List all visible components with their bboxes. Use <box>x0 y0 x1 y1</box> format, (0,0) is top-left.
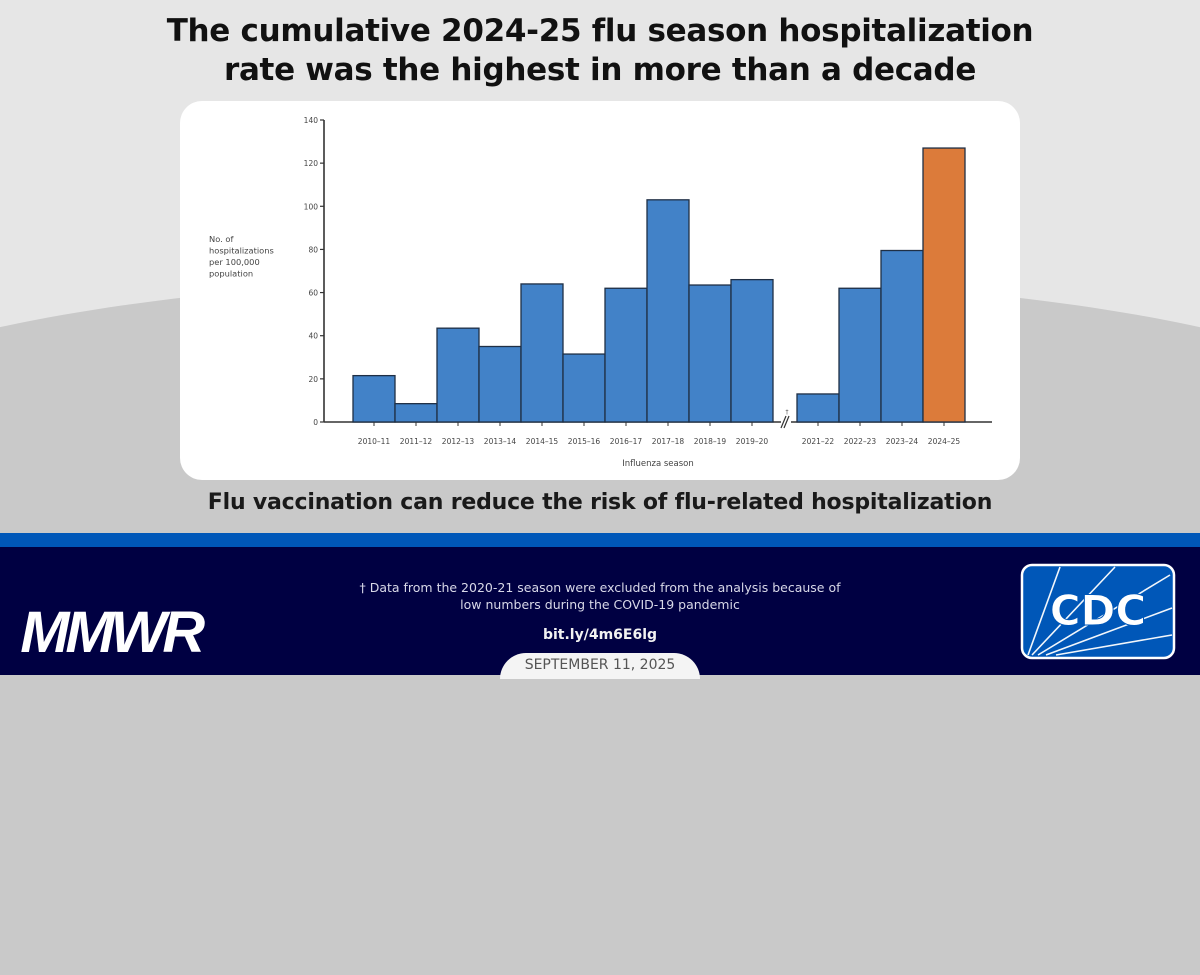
bar <box>730 278 774 423</box>
y-axis-label: hospitalizations <box>209 246 274 256</box>
bar <box>796 393 840 423</box>
y-axis-label: No. of <box>209 234 234 244</box>
footnote-line-2: low numbers during the COVID-19 pandemic <box>460 597 740 612</box>
bar <box>922 147 966 423</box>
footer: MMWR † Data from the 2020-21 season were… <box>0 547 1200 679</box>
bar <box>520 283 564 423</box>
y-tick-label: 80 <box>308 245 318 254</box>
x-tick-label: 2012–13 <box>442 437 475 446</box>
cdc-logo-text: CDC <box>1050 586 1147 635</box>
date-badge: SEPTEMBER 11, 2025 <box>500 653 700 679</box>
bar <box>352 374 396 423</box>
axis-break-note: † <box>786 409 789 416</box>
y-tick-label: 40 <box>308 332 318 341</box>
chart-panel: 0 20 40 60 80 100 120 140 No. of hospitalizations… <box>180 101 1020 480</box>
axis-break-icon <box>783 415 790 429</box>
x-tick-label: 2021–22 <box>802 437 835 446</box>
y-tick-label: 140 <box>304 116 319 125</box>
x-tick-label: 2015–16 <box>568 437 601 446</box>
x-tick-label: 2017–18 <box>652 437 685 446</box>
x-tick-label: 2016–17 <box>610 437 643 446</box>
x-tick-label: 2011–12 <box>400 437 433 446</box>
title-line-2: rate was the highest in more than a deca… <box>223 52 977 88</box>
x-tick-label: 2010–11 <box>358 437 391 446</box>
y-axis-label: population <box>209 269 253 279</box>
x-axis-label: Influenza season <box>622 459 694 469</box>
bar <box>604 287 648 423</box>
bar <box>562 353 606 423</box>
blue-stripe <box>0 533 1200 547</box>
footnote-line-1: † Data from the 2020-21 season were excl… <box>359 580 841 595</box>
bar <box>646 199 690 423</box>
bar-chart: 0 20 40 60 80 100 120 140 No. of hospitalizations… <box>209 116 992 469</box>
x-tick-label: 2013–14 <box>484 437 517 446</box>
x-tick-label: 2022–23 <box>844 437 877 446</box>
footnote: † Data from the 2020-21 season were excl… <box>345 579 855 613</box>
bar <box>394 403 438 423</box>
bar <box>880 249 924 423</box>
subtitle: Flu vaccination can reduce the risk of f… <box>207 490 993 515</box>
bar <box>436 327 480 423</box>
x-tick-label: 2023–24 <box>886 437 919 446</box>
x-tick-label: 2019–20 <box>736 437 769 446</box>
y-axis-label: per 100,000 <box>209 257 260 267</box>
x-tick-label: 2024–25 <box>928 437 961 446</box>
page-title: The cumulative 2024-25 flu season hospit… <box>0 12 1200 90</box>
y-tick-label: 120 <box>304 159 319 168</box>
bar <box>478 345 522 423</box>
x-tick-label: 2018–19 <box>694 437 727 446</box>
y-tick-label: 20 <box>308 375 318 384</box>
mmwr-logo: MMWR <box>20 600 205 665</box>
y-tick-label: 60 <box>308 289 318 298</box>
y-tick-label: 100 <box>304 202 319 211</box>
title-line-1: The cumulative 2024-25 flu season hospit… <box>166 13 1034 49</box>
cdc-logo-icon: CDC <box>1020 563 1176 660</box>
bar <box>688 284 732 423</box>
axis-break-icon <box>780 415 787 429</box>
x-tick-label: 2014–15 <box>526 437 559 446</box>
y-tick-label: 0 <box>313 418 318 427</box>
short-link[interactable]: bit.ly/4m6E6lg <box>542 627 658 643</box>
bar <box>838 287 882 423</box>
